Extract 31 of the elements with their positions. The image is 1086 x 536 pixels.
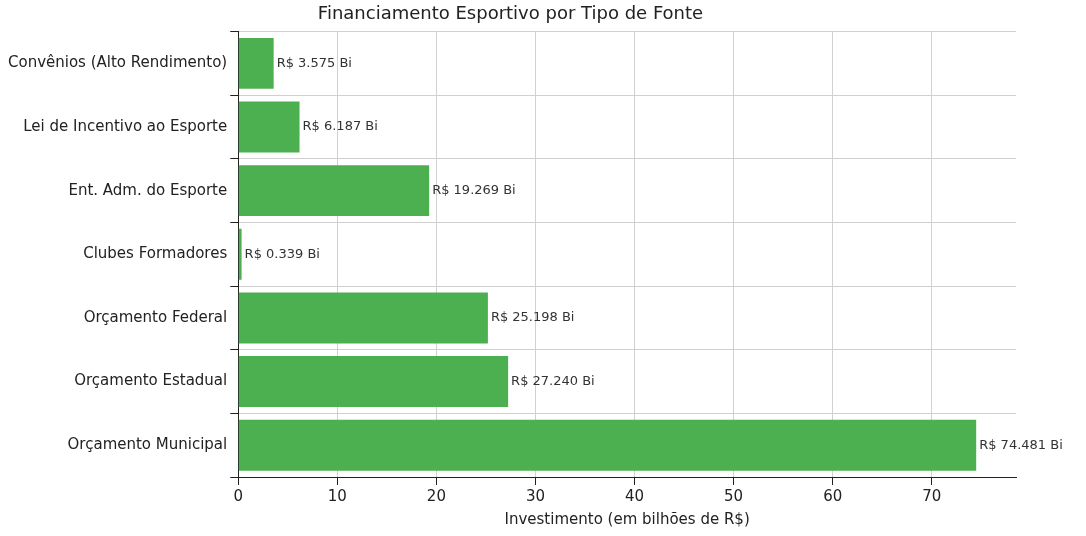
bar [238,419,977,471]
bar [238,101,300,153]
x-tick-label: 60 [823,486,843,505]
x-tick-label: 50 [724,486,744,505]
x-tick-label: 70 [922,486,942,505]
data-label: R$ 25.198 Bi [490,309,575,325]
data-label: R$ 3.575 Bi [276,54,352,70]
data-label: R$ 27.240 Bi [511,372,595,388]
y-tick-label: Clubes Formadores [83,244,228,263]
x-tick-label: 10 [327,486,347,505]
x-tick-label: 40 [625,486,645,505]
data-label: R$ 74.481 Bi [979,436,1063,452]
data-label: R$ 19.269 Bi [432,182,516,198]
x-tick-label: 0 [233,486,244,505]
data-label: R$ 0.339 Bi [244,245,320,261]
bar [238,356,509,408]
chart-title: Financiamento Esportivo por Tipo de Fonte [317,2,704,24]
bar [238,37,274,89]
y-tick-label: Ent. Adm. do Esporte [68,180,228,199]
x-tick-label: 30 [525,486,546,505]
x-axis-title: Investimento (em bilhões de R$) [504,509,750,528]
y-tick-label: Orçamento Estadual [74,371,228,390]
bar [238,292,488,344]
bar [238,165,430,217]
data-label: R$ 6.187 Bi [302,118,378,134]
y-tick-label: Lei de Incentivo ao Esporte [23,116,228,135]
bar [238,228,242,280]
y-tick-label: Convênios (Alto Rendimento) [7,53,228,72]
y-tick-label: Orçamento Municipal [67,435,228,454]
x-tick-label: 20 [426,486,446,505]
y-tick-label: Orçamento Federal [83,307,228,326]
